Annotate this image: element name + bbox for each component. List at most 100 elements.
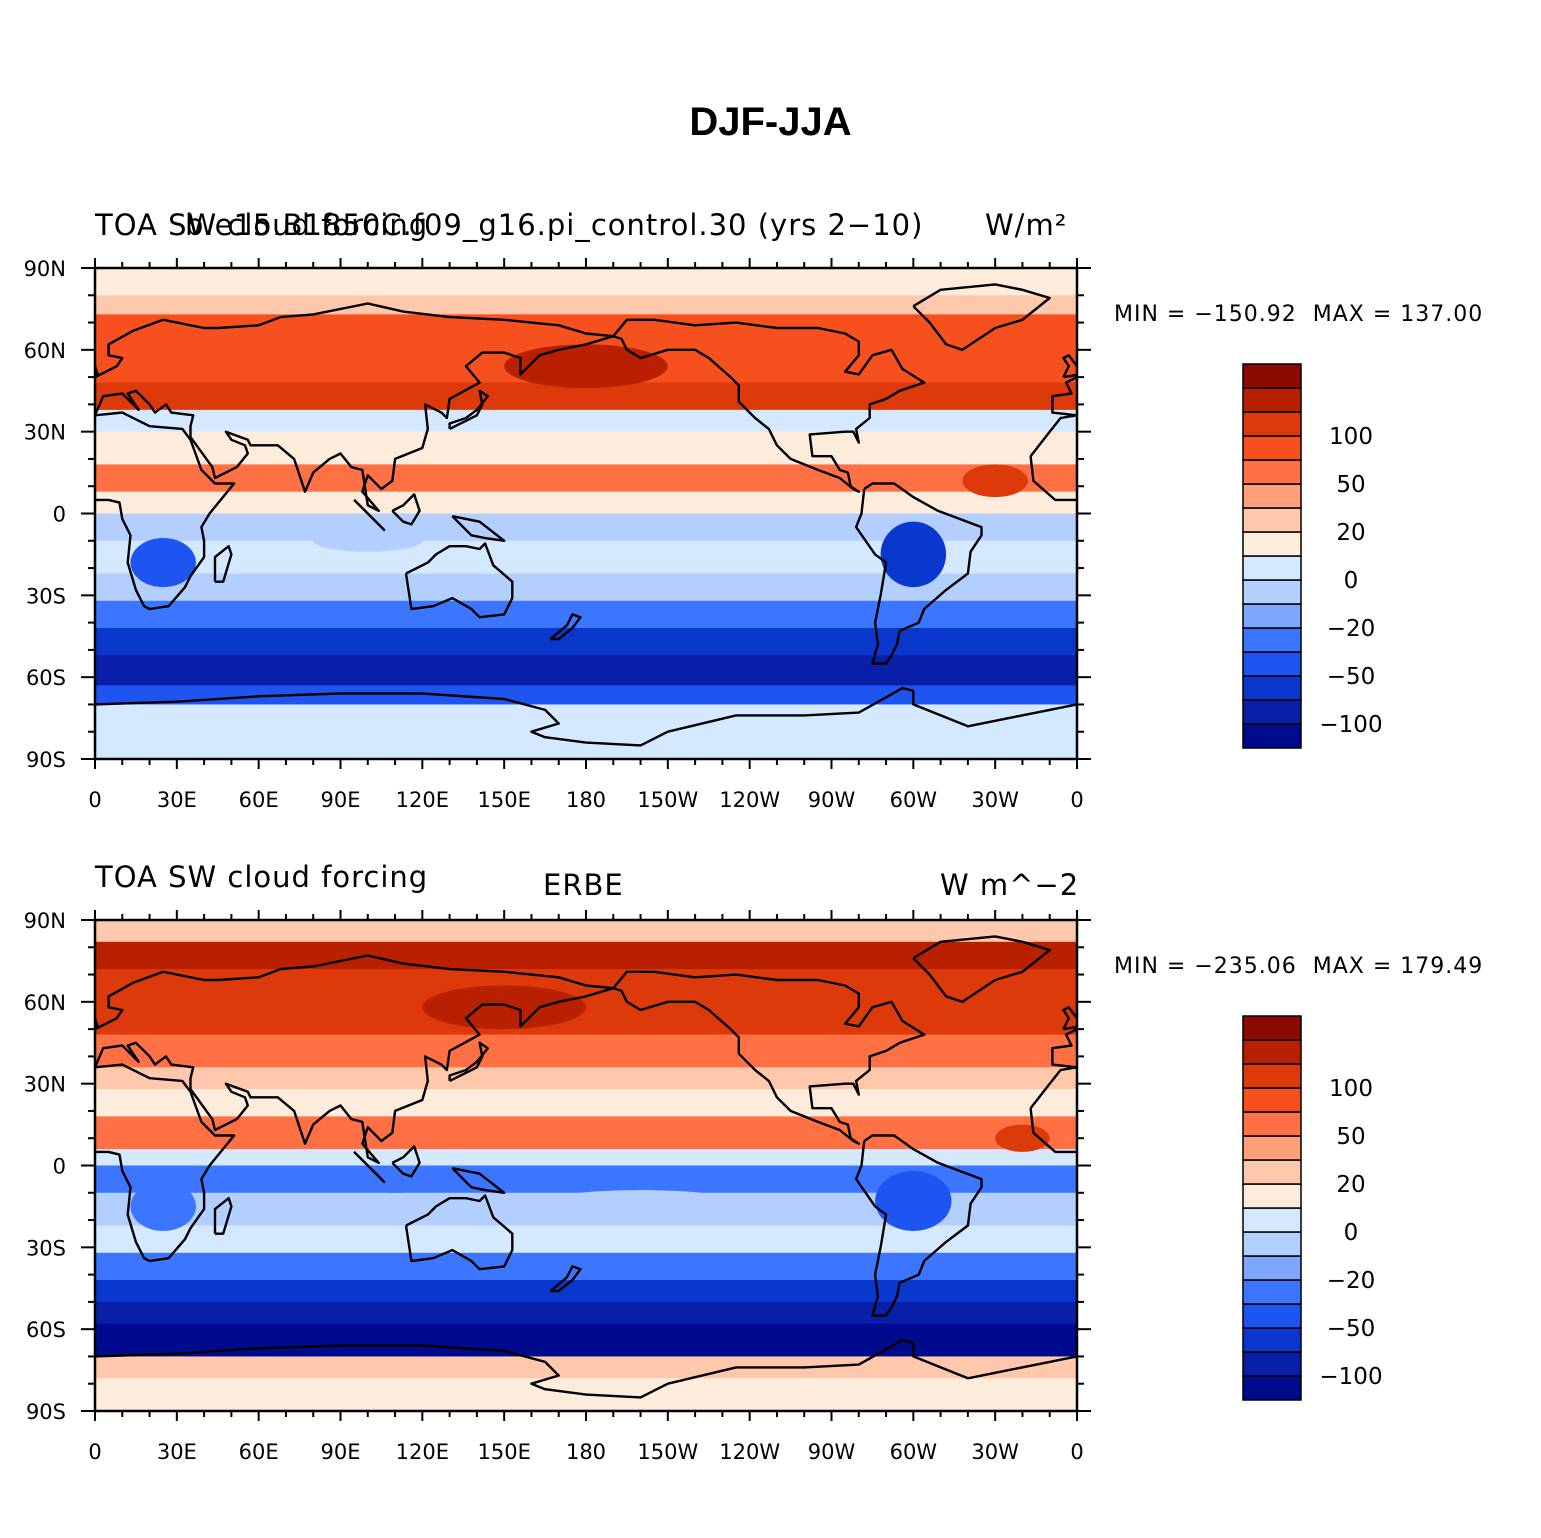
panel-units: W m^−2 (940, 868, 1080, 902)
contour-blob (531, 1190, 750, 1223)
coastlines (95, 283, 1077, 747)
lon-tick-label: 90E (321, 788, 361, 812)
lon-tick-label: 0 (88, 788, 101, 812)
colorbar-box (1242, 1015, 1302, 1041)
coastline-newzealand (549, 1265, 582, 1293)
colorbar-box (1242, 1111, 1302, 1137)
lon-tick-label: 150W (637, 1440, 698, 1464)
lat-tick-label: 90N (24, 909, 66, 933)
colorbar-label: −100 (1319, 1364, 1382, 1390)
contour-band (95, 941, 1077, 970)
contour-blob (875, 1170, 952, 1231)
axis-ticks (81, 910, 1091, 1421)
lon-tick-label: 120E (396, 788, 449, 812)
contour-band (95, 268, 1077, 296)
lon-tick-label: 180 (566, 1440, 606, 1464)
lon-tick-label: 120W (719, 1440, 780, 1464)
colorbar-box (1242, 531, 1302, 557)
contour-band (95, 1225, 1077, 1254)
colorbar-box (1242, 507, 1302, 533)
lon-tick-label: 30W (971, 788, 1019, 812)
colorbar-label: 0 (1344, 1220, 1359, 1246)
colorbar-box (1242, 1063, 1302, 1089)
coastline-borneo (391, 493, 421, 526)
colorbar-box (1242, 1135, 1302, 1161)
contour-band (95, 491, 1077, 514)
figure-title: DJF-JJA (689, 100, 852, 144)
colorbar-box (1242, 603, 1302, 629)
colorbar-box (1242, 1039, 1302, 1065)
colorbar-box (1242, 1351, 1302, 1377)
colorbar-box (1242, 1159, 1302, 1185)
coastline-madagascar (213, 545, 233, 583)
contour-band (95, 1116, 1077, 1150)
coastline-britain (1062, 354, 1077, 379)
contour-band (95, 628, 1077, 656)
contour-band (95, 1149, 1077, 1166)
colorbar-box (1242, 627, 1302, 653)
contour-band (95, 409, 1077, 433)
coastline-japan (448, 1041, 489, 1082)
panel-left-title: TOA SW cloud forcing (95, 860, 429, 894)
colorbar-label: −100 (1319, 712, 1382, 738)
lat-tick-label: 90S (26, 1400, 66, 1424)
contour-band (95, 704, 1077, 759)
colorbar-box (1242, 1279, 1302, 1305)
coastline-northamerica (612, 318, 926, 493)
colorbar-box (1242, 435, 1302, 461)
panel-max-label: MAX = 179.49 (1312, 954, 1484, 979)
coastline-africa (95, 411, 236, 611)
coastline-newzealand (549, 613, 582, 641)
colorbar-box (1242, 411, 1302, 437)
coastline-sumatra (353, 499, 386, 532)
contour-band (95, 1356, 1077, 1379)
colorbar-box (1242, 675, 1302, 701)
contour-band (95, 969, 1077, 1036)
coastline-australia (404, 1194, 514, 1271)
contour-band (95, 1089, 1077, 1117)
lat-tick-label: 30N (24, 1073, 66, 1097)
contour-band (95, 464, 1077, 493)
colorbar-box (1242, 1183, 1302, 1209)
contour-blob (962, 464, 1028, 498)
coastline-northamerica (612, 970, 926, 1145)
lon-tick-label: 150E (477, 1440, 530, 1464)
lon-tick-label: 90E (321, 1440, 361, 1464)
lon-tick-label: 60E (239, 788, 279, 812)
panel-center-title: ERBE (543, 868, 624, 902)
colorbar-box (1242, 1231, 1302, 1257)
coastline-greenland (912, 283, 1051, 351)
colorbar-box (1242, 651, 1302, 677)
coastline-britain (95, 364, 99, 377)
colorbar-box (1242, 483, 1302, 509)
panel-min-max: MIN = −150.92 MAX = 137.00 (1114, 302, 1483, 327)
colorbar-label: 100 (1329, 424, 1373, 450)
map-panel-model: TOA SW cloud forcing b.e15.B1850C.f09_g1… (0, 200, 1541, 860)
map-panel-observations: TOA SW cloud forcing ERBE W m^−2 MIN = −… (0, 852, 1541, 1512)
coastline-newguinea (451, 515, 506, 542)
colorbar-label: 100 (1329, 1076, 1373, 1102)
lat-tick-label: 60S (26, 666, 66, 690)
lat-tick-label: 60N (24, 991, 66, 1015)
coastline-greenland (912, 935, 1051, 1003)
coastline-eurasia (95, 302, 615, 512)
lon-tick-label: 120E (396, 1440, 449, 1464)
colorbar-box (1242, 1375, 1302, 1401)
contour-band (95, 920, 1077, 943)
coastline-southamerica (854, 482, 983, 665)
coastline-africa (95, 1063, 236, 1263)
colorbar-box (1242, 459, 1302, 485)
lon-tick-label: 30E (157, 788, 197, 812)
coastlines (95, 935, 1077, 1399)
colorbar-label: 0 (1344, 568, 1359, 594)
coastline-borneo (391, 1145, 421, 1178)
lon-tick-label: 180 (566, 788, 606, 812)
coastline-britain (95, 1016, 99, 1029)
colorbar-box (1242, 1207, 1302, 1233)
lat-tick-label: 30N (24, 421, 66, 445)
panel-max-label: MAX = 137.00 (1312, 302, 1484, 327)
contour-blob (313, 529, 423, 552)
lat-tick-label: 30S (26, 584, 66, 608)
lat-tick-label: 0 (53, 1155, 66, 1179)
lon-tick-label: 90W (808, 788, 856, 812)
